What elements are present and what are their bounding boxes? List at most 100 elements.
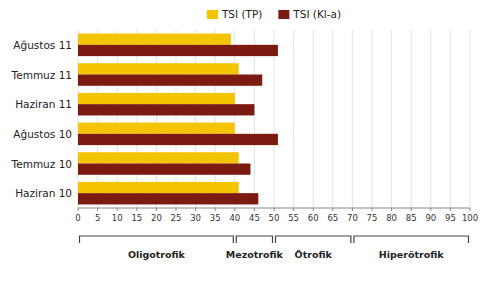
x-tick xyxy=(234,208,235,211)
bar xyxy=(78,193,258,204)
bar xyxy=(78,104,254,115)
bar xyxy=(78,123,235,134)
bar xyxy=(78,164,250,175)
x-tick xyxy=(293,208,294,211)
x-tick xyxy=(215,208,216,211)
x-tick-label: 15 xyxy=(131,213,142,223)
bracket-label: Mezotrofik xyxy=(226,249,284,260)
grid-line xyxy=(470,30,471,208)
x-tick xyxy=(117,208,118,211)
grid-line xyxy=(254,30,255,208)
x-tick-label: 5 xyxy=(95,213,100,223)
x-tick-label: 60 xyxy=(308,213,319,223)
category-label: Temmuz 10 xyxy=(11,158,72,170)
x-tick-label: 100 xyxy=(462,213,478,223)
category-label: Temmuz 11 xyxy=(11,69,72,81)
x-tick xyxy=(97,208,98,211)
grid-line xyxy=(372,30,373,208)
bracket xyxy=(276,236,351,243)
x-tick xyxy=(332,208,333,211)
x-tick-label: 80 xyxy=(386,213,397,223)
bracket xyxy=(80,236,234,243)
x-tick xyxy=(391,208,392,211)
grid-line xyxy=(136,30,137,208)
plot-area xyxy=(78,30,470,208)
grid-line xyxy=(234,30,235,208)
x-tick xyxy=(430,208,431,211)
bracket-label: Ötrofik xyxy=(295,249,333,260)
x-ticks: 0510152025303540455055606570758085909510… xyxy=(75,208,478,223)
x-tick xyxy=(352,208,353,211)
x-tick-label: 90 xyxy=(425,213,436,223)
bar xyxy=(78,75,262,86)
category-label: Ağustos 11 xyxy=(13,39,72,51)
grid-line xyxy=(411,30,412,208)
x-tick xyxy=(372,208,373,211)
grid-line xyxy=(215,30,216,208)
bracket xyxy=(236,236,272,243)
bracket-label: Oligotrofik xyxy=(128,249,186,260)
x-tick xyxy=(470,208,471,211)
chart: 0510152025303540455055606570758085909510… xyxy=(0,0,486,289)
x-tick xyxy=(78,208,79,211)
y-labels: Haziran 10 Temmuz 10 Ağustos 10 Haziran 11 T… xyxy=(11,39,72,199)
x-tick-label: 55 xyxy=(288,213,299,223)
x-tick-label: 10 xyxy=(112,213,123,223)
x-tick-label: 70 xyxy=(347,213,358,223)
x-tick-label: 30 xyxy=(190,213,201,223)
x-tick xyxy=(450,208,451,211)
grid-line xyxy=(391,30,392,208)
x-tick xyxy=(156,208,157,211)
bar xyxy=(78,63,239,74)
grid-line xyxy=(117,30,118,208)
bracket-label: Hiperötrofik xyxy=(379,249,444,260)
x-tick-label: 40 xyxy=(229,213,240,223)
grid-line xyxy=(195,30,196,208)
legend-swatch xyxy=(207,10,218,19)
x-tick-label: 0 xyxy=(75,213,80,223)
brackets: Oligotrofik Mezotrofik Ötrofik Hiperötrofik xyxy=(80,236,469,260)
bars xyxy=(78,34,278,205)
x-tick xyxy=(313,208,314,211)
legend-item: TSI (TP) xyxy=(207,8,262,20)
grid-line xyxy=(97,30,98,208)
x-tick-label: 95 xyxy=(445,213,456,223)
bar xyxy=(78,152,239,163)
x-tick xyxy=(136,208,137,211)
x-tick-label: 20 xyxy=(151,213,162,223)
grid-line xyxy=(430,30,431,208)
x-tick-label: 85 xyxy=(406,213,417,223)
grid-line xyxy=(352,30,353,208)
grid-line xyxy=(274,30,275,208)
grid-line xyxy=(332,30,333,208)
legend-swatch xyxy=(278,10,289,19)
category-label: Haziran 10 xyxy=(15,187,72,199)
category-label: Ağustos 10 xyxy=(13,128,72,140)
grid-line xyxy=(176,30,177,208)
bar xyxy=(78,45,278,56)
bar xyxy=(78,182,239,193)
x-tick xyxy=(254,208,255,211)
legend: TSI (TP) TSI (Kl-a) xyxy=(207,8,341,20)
grid-line xyxy=(78,30,79,208)
legend-label: TSI (TP) xyxy=(221,8,262,20)
x-tick xyxy=(176,208,177,211)
x-tick xyxy=(274,208,275,211)
x-tick-label: 75 xyxy=(367,213,378,223)
legend-label: TSI (Kl-a) xyxy=(292,8,341,20)
x-tick-label: 35 xyxy=(210,213,221,223)
x-tick xyxy=(195,208,196,211)
grid-line xyxy=(156,30,157,208)
x-tick-label: 50 xyxy=(269,213,280,223)
legend-item: TSI (Kl-a) xyxy=(278,8,341,20)
grid xyxy=(78,30,470,208)
grid-line xyxy=(293,30,294,208)
grid-line xyxy=(313,30,314,208)
x-tick-label: 45 xyxy=(249,213,260,223)
bracket xyxy=(354,236,469,243)
grid-line xyxy=(450,30,451,208)
x-tick xyxy=(411,208,412,211)
x-tick-label: 25 xyxy=(171,213,182,223)
bar xyxy=(78,134,278,145)
category-label: Haziran 11 xyxy=(15,98,72,110)
